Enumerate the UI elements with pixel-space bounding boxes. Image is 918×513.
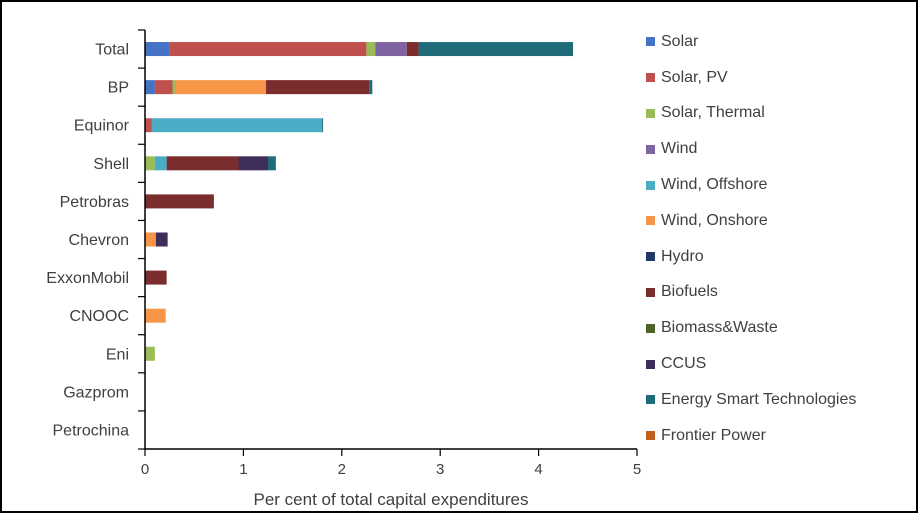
bar-cnooc-wind-onshore (145, 308, 166, 323)
bar-exxonmobil-biofuels (145, 270, 167, 285)
category-label-bp: BP (108, 80, 129, 97)
category-label-exxonmobil: ExxonMobil (46, 270, 129, 287)
legend-item-ccus: CCUS (646, 346, 912, 382)
legend-swatch (646, 252, 655, 262)
bar-chevron-wind-onshore (145, 232, 156, 247)
x-tick-label-2: 2 (338, 461, 346, 478)
bar-bp-biofuels (266, 80, 370, 95)
bar-bp-solar-thermal (172, 80, 176, 95)
legend-swatch (646, 395, 655, 405)
x-tick-label-1: 1 (239, 461, 247, 478)
bar-total-solar (145, 42, 170, 57)
bar-bp-wind-onshore (175, 80, 267, 95)
category-label-total: Total (95, 42, 129, 59)
category-label-eni: Eni (106, 346, 129, 363)
legend-item-biofuels: Biofuels (646, 275, 912, 311)
legend-item-energy-smart-technologies: Energy Smart Technologies (646, 382, 912, 418)
legend-label: Wind, Onshore (661, 211, 768, 229)
legend-swatch (646, 73, 655, 83)
legend-swatch (646, 180, 655, 190)
legend-swatch (646, 108, 655, 118)
legend-swatch (646, 216, 655, 226)
legend-swatch (646, 287, 655, 297)
bar-shell-energy-smart-technologies (268, 156, 276, 171)
x-tick-label-4: 4 (534, 461, 542, 478)
bar-shell-wind-offshore (154, 156, 167, 171)
legend-item-solar: Solar (646, 24, 912, 60)
category-label-cnooc: CNOOC (69, 308, 129, 325)
legend-item-solar-pv: Solar, PV (646, 60, 912, 96)
bar-equinor-solar-pv (145, 118, 152, 133)
legend-label: Biofuels (661, 283, 718, 301)
legend-label: Hydro (661, 247, 704, 265)
legend-item-hydro: Hydro (646, 239, 912, 275)
bar-total-wind (375, 42, 407, 57)
category-label-equinor: Equinor (74, 118, 130, 135)
bar-equinor-energy-smart-technologies (322, 118, 324, 133)
category-label-chevron: Chevron (69, 232, 129, 249)
category-label-shell: Shell (93, 156, 129, 173)
bar-chevron-ccus (155, 232, 168, 247)
bar-bp-solar-pv (154, 80, 173, 95)
legend-item-frontier-power: Frontier Power (646, 418, 912, 454)
bar-bp-solar (145, 80, 155, 95)
bar-shell-biofuels (166, 156, 239, 171)
legend-swatch (646, 323, 655, 333)
legend-swatch (646, 144, 655, 154)
legend-label: Wind (661, 140, 698, 158)
legend-label: Solar (661, 32, 699, 50)
bar-shell-ccus (238, 156, 268, 171)
bar-bp-energy-smart-technologies (369, 80, 373, 95)
bar-shell-solar-thermal (145, 156, 155, 171)
legend-label: Wind, Offshore (661, 176, 768, 194)
legend-item-wind: Wind (646, 131, 912, 167)
bar-layer (145, 42, 574, 361)
legend-label: Solar, Thermal (661, 104, 765, 122)
legend: Solar Solar, PV Solar, Thermal Wind Wind, Of… (646, 24, 912, 454)
legend-swatch (646, 37, 655, 47)
legend-label: Solar, PV (661, 68, 728, 86)
legend-item-biomass-waste: Biomass&Waste (646, 310, 912, 346)
x-axis-title: Per cent of total capital expenditures (254, 490, 529, 509)
x-tick-label-0: 0 (141, 461, 149, 478)
bar-petrobras-biofuels (145, 194, 214, 209)
bar-total-solar-thermal (366, 42, 376, 57)
legend-label: Biomass&Waste (661, 319, 778, 337)
legend-swatch (646, 359, 655, 369)
x-tick-label-3: 3 (436, 461, 444, 478)
legend-item-solar-thermal: Solar, Thermal (646, 96, 912, 132)
axes-layer: Total BP Equinor Shell Petrobras Chevron Exxon… (46, 29, 641, 478)
bar-eni-solar-thermal (145, 346, 155, 361)
bar-total-energy-smart-technologies (418, 42, 574, 57)
x-tick-label-5: 5 (633, 461, 641, 478)
bar-total-solar-pv (169, 42, 367, 57)
category-label-petrobras: Petrobras (60, 194, 129, 211)
legend-label: CCUS (661, 355, 707, 373)
category-label-petrochina: Petrochina (53, 422, 130, 439)
bar-equinor-wind-offshore (151, 118, 323, 133)
category-label-gazprom: Gazprom (63, 384, 129, 401)
bar-total-biofuels (406, 42, 419, 57)
legend-swatch (646, 431, 655, 441)
legend-label: Frontier Power (661, 426, 766, 444)
chart-plot: Total BP Equinor Shell Petrobras Chevron Exxon… (46, 29, 641, 509)
legend-item-wind-offshore: Wind, Offshore (646, 167, 912, 203)
legend-item-wind-onshore: Wind, Onshore (646, 203, 912, 239)
legend-label: Energy Smart Technologies (661, 390, 857, 408)
